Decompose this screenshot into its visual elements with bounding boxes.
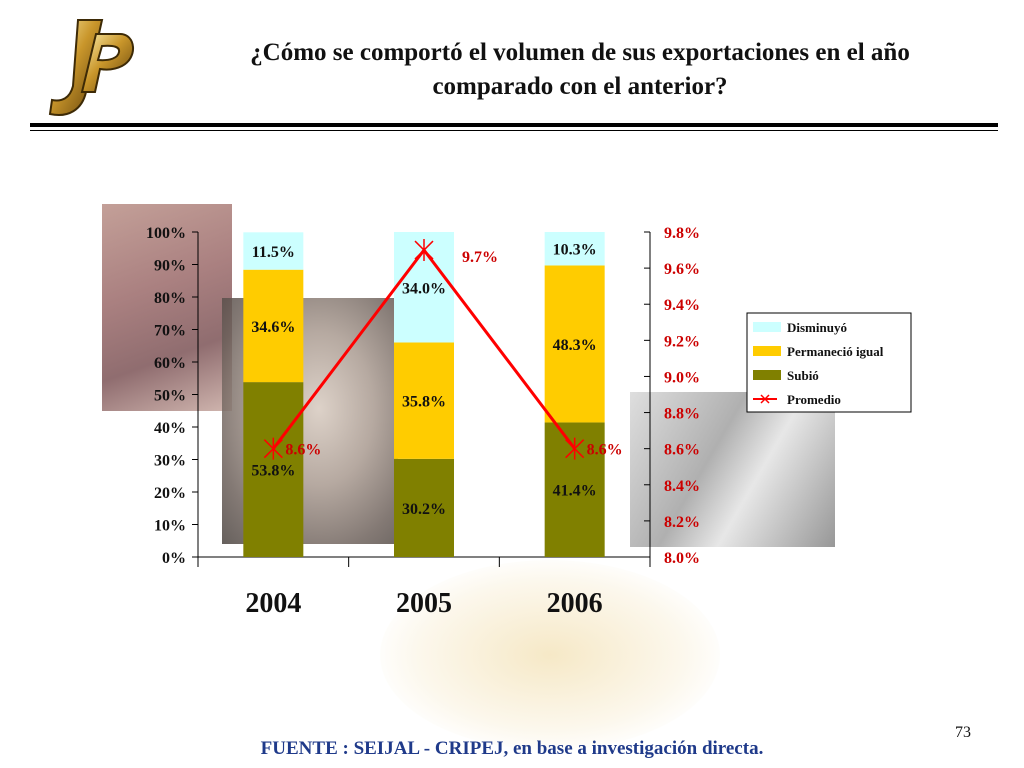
y-left-tick-label: 70% [154,323,186,340]
title-line-1: ¿Cómo se comportó el volumen de sus expo… [250,39,910,66]
bar-data-label: 34.6% [251,319,295,336]
background-photo-objects [630,392,835,547]
y-right-tick-label: 9.4% [664,297,700,314]
y-left-tick-label: 60% [154,355,186,372]
bar-data-label: 48.3% [553,337,597,354]
title-rule-thin [30,130,998,131]
bar-2005-seg-1 [394,342,454,459]
bar-2005-seg-0 [394,458,454,557]
promedio-data-label: 9.7% [462,249,498,266]
legend-marker-promedio [760,394,770,404]
bar-2004-seg-1 [243,269,304,383]
background-photo-woman-phone [102,204,232,411]
y-right-tick-label: 8.2% [664,514,700,531]
bar-data-label: 35.8% [402,394,446,411]
bar-2006-seg-2 [544,232,605,266]
y-left-tick-label: 0% [162,550,186,567]
y-left-tick-label: 80% [154,290,186,307]
title-rule-thick [30,123,998,127]
y-right-tick-label: 8.4% [664,478,700,495]
bar-data-label: 11.5% [252,244,295,261]
source-note: FUENTE : SEIJAL - CRIPEJ, en base a inve… [260,738,764,759]
y-right-tick-label: 9.6% [664,261,700,278]
y-right-tick-label: 9.2% [664,333,700,350]
y-left-tick-label: 100% [146,225,186,242]
background-watermark [380,560,720,750]
x-category-label: 2005 [396,588,452,619]
bar-2006-seg-1 [544,265,605,423]
legend-label: Disminuyó [787,320,847,335]
legend-swatch [753,322,781,332]
y-left-tick-label: 10% [154,518,186,535]
bar-data-label: 34.0% [402,280,446,297]
legend-label: Permaneció igual [787,344,884,359]
y-right-tick-label: 9.8% [664,225,700,242]
y-left-tick-label: 50% [154,388,186,405]
page-number: 73 [955,724,971,741]
y-right-tick-label: 9.0% [664,369,700,386]
y-left-tick-label: 40% [154,420,186,437]
legend-label: Promedio [787,392,841,407]
bar-data-label: 41.4% [553,483,597,500]
bar-data-label: 53.8% [251,463,295,480]
promedio-data-label: 8.6% [587,442,623,459]
y-left-tick-label: 30% [154,453,186,470]
promedio-marker [565,437,585,460]
promedio-data-label: 8.6% [285,442,321,459]
y-right-tick-label: 8.0% [664,550,700,567]
promedio-marker [414,239,434,262]
bar-2004-seg-0 [243,382,304,557]
legend-label: Subió [787,368,819,383]
slide-title: ¿Cómo se comportó el volumen de sus expo… [160,36,1000,104]
y-left-tick-label: 90% [154,258,186,275]
y-right-tick-label: 8.8% [664,406,700,423]
x-category-label: 2006 [547,588,603,619]
legend-swatch [753,370,781,380]
promedio-marker [263,437,283,460]
bar-2004-seg-2 [243,232,304,270]
bar-data-label: 10.3% [553,242,597,259]
jp-logo [48,19,134,116]
y-right-tick-label: 8.6% [664,442,700,459]
x-category-label: 2004 [245,588,301,619]
title-line-2: comparado con el anterior? [432,73,728,100]
bar-data-label: 30.2% [402,501,446,518]
legend-swatch [753,346,781,356]
y-left-tick-label: 20% [154,485,186,502]
